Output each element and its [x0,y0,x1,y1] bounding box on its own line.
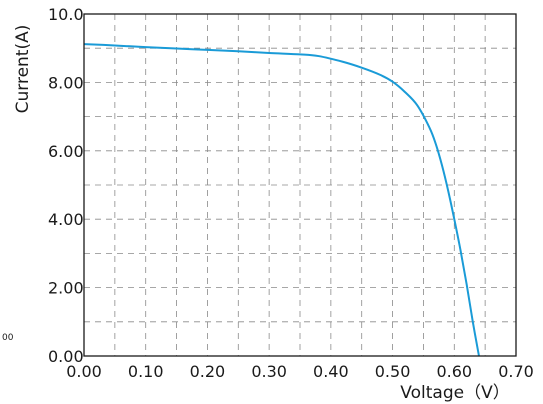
tick-labels: 0.00 0.10 0.20 0.30 0.40 0.50 0.60 0.70 0.00 2.00… [48,5,534,381]
y-tick-label: 8.00 [48,73,84,92]
x-tick-label: 0.60 [436,362,472,381]
x-tick-label: 0.50 [375,362,411,381]
grid-lines [84,14,516,356]
stray-label: 00 [2,333,14,343]
x-tick-label: 0.20 [190,362,226,381]
series-line [83,43,480,357]
y-axis-title: Current(A) [13,25,33,114]
y-tick-label: 10.0 [48,5,84,24]
y-tick-label: 0.00 [48,347,84,366]
x-tick-label: 0.40 [313,362,349,381]
y-tick-label: 6.00 [48,142,84,161]
x-tick-label: 0.10 [128,362,164,381]
y-tick-label: 2.00 [48,279,84,298]
x-tick-label: 0.70 [498,362,534,381]
plot-frame [83,13,517,357]
x-axis-title: Voltage（V） [400,383,509,403]
y-tick-label: 4.00 [48,210,84,229]
x-tick-label: 0.30 [251,362,287,381]
x-tick-label: 0.00 [66,362,102,381]
